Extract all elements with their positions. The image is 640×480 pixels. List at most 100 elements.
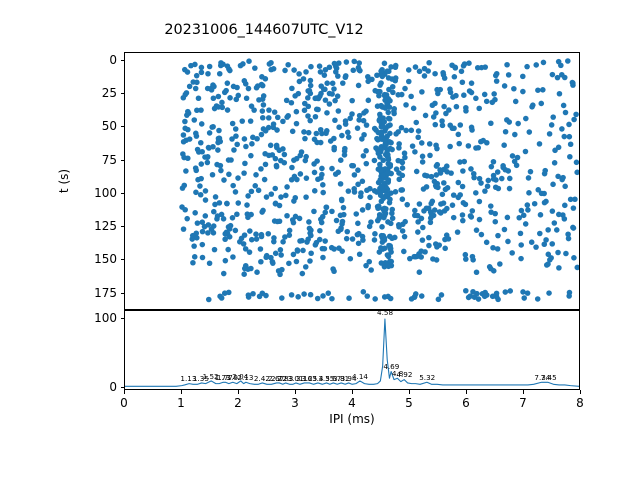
scatter-point: [412, 149, 418, 155]
scatter-point: [377, 167, 384, 174]
scatter-point: [431, 178, 438, 185]
scatter-point: [504, 214, 511, 221]
scatter-point: [258, 166, 264, 172]
scatter-point: [290, 251, 297, 258]
scatter-point: [258, 258, 264, 265]
scatter-point: [238, 235, 245, 242]
hist-x-tick-mark: [352, 390, 353, 394]
scatter-point: [243, 95, 250, 102]
scatter-point: [357, 193, 364, 200]
scatter-point: [573, 111, 579, 118]
scatter-point: [451, 74, 458, 80]
scatter-point: [363, 108, 369, 114]
scatter-point: [328, 244, 335, 251]
scatter-point: [481, 91, 488, 98]
scatter-point: [520, 289, 526, 295]
scatter-point: [289, 85, 295, 92]
scatter-point: [293, 120, 300, 127]
scatter-point: [525, 207, 531, 213]
scatter-point: [393, 166, 400, 172]
hist-y-tick-mark: [120, 318, 124, 320]
scatter-point: [355, 167, 361, 173]
scatter-point: [490, 158, 497, 165]
scatter-point: [204, 159, 211, 166]
scatter-point: [411, 253, 418, 260]
scatter-point: [522, 221, 529, 227]
scatter-point: [326, 101, 333, 107]
scatter-point: [501, 142, 507, 148]
scatter-point: [372, 231, 378, 237]
scatter-y-tick-mark: [120, 259, 124, 261]
scatter-point: [504, 117, 510, 123]
scatter-point: [305, 103, 312, 110]
scatter-point: [354, 125, 361, 131]
scatter-point: [186, 83, 193, 90]
scatter-point: [255, 187, 262, 194]
scatter-point: [366, 258, 373, 265]
scatter-points-layer: [179, 58, 579, 303]
scatter-point: [232, 126, 239, 132]
scatter-point: [221, 89, 228, 96]
scatter-point: [355, 220, 361, 227]
scatter-point: [241, 271, 247, 277]
scatter-point: [321, 245, 328, 252]
scatter-point: [199, 241, 206, 248]
scatter-point: [374, 217, 381, 224]
scatter-point: [248, 152, 254, 159]
scatter-point: [331, 86, 337, 92]
scatter-point: [463, 108, 469, 114]
scatter-point: [459, 79, 466, 86]
scatter-point: [390, 89, 396, 96]
scatter-point: [387, 122, 393, 128]
peak-annotation: 3.81: [333, 373, 350, 383]
scatter-point: [509, 153, 516, 159]
scatter-point: [266, 107, 272, 113]
scatter-point: [490, 176, 497, 182]
scatter-point: [202, 213, 209, 219]
scatter-point: [311, 208, 317, 215]
scatter-point: [191, 117, 198, 123]
scatter-point: [560, 102, 567, 109]
scatter-point: [454, 229, 461, 235]
scatter-point: [329, 165, 335, 172]
hist-y-tick-mark: [120, 387, 124, 389]
scatter-point: [504, 61, 510, 68]
scatter-point: [192, 85, 199, 92]
scatter-point: [355, 181, 361, 188]
peak-annotation: 3.67: [325, 373, 342, 383]
scatter-point: [205, 70, 211, 77]
scatter-point: [259, 96, 266, 102]
scatter-point: [273, 142, 280, 149]
scatter-point: [425, 68, 431, 74]
scatter-point: [457, 122, 464, 128]
scatter-point: [360, 153, 367, 159]
scatter-point: [478, 64, 485, 71]
scatter-point: [325, 290, 332, 296]
scatter-point: [239, 118, 246, 124]
scatter-point: [259, 209, 265, 215]
scatter-point: [235, 175, 241, 181]
scatter-point: [259, 108, 266, 114]
scatter-point: [180, 132, 187, 138]
scatter-point: [293, 108, 300, 115]
scatter-point: [422, 112, 429, 119]
scatter-point: [381, 119, 388, 125]
scatter-point: [529, 104, 535, 110]
scatter-point: [245, 193, 251, 199]
hist-x-tick-label: 3: [291, 396, 299, 410]
scatter-point: [248, 103, 255, 109]
scatter-point: [535, 187, 542, 193]
scatter-point: [379, 72, 385, 79]
scatter-point: [254, 135, 260, 142]
scatter-point: [415, 219, 421, 225]
scatter-point: [573, 159, 579, 166]
scatter-point: [481, 293, 488, 300]
scatter-point: [565, 231, 571, 238]
hist-x-tick-label: 1: [177, 396, 185, 410]
scatter-point: [259, 82, 266, 89]
scatter-point: [301, 129, 307, 135]
scatter-point: [212, 194, 219, 200]
scatter-point: [214, 161, 220, 168]
scatter-point: [312, 242, 319, 248]
scatter-point: [537, 212, 544, 218]
